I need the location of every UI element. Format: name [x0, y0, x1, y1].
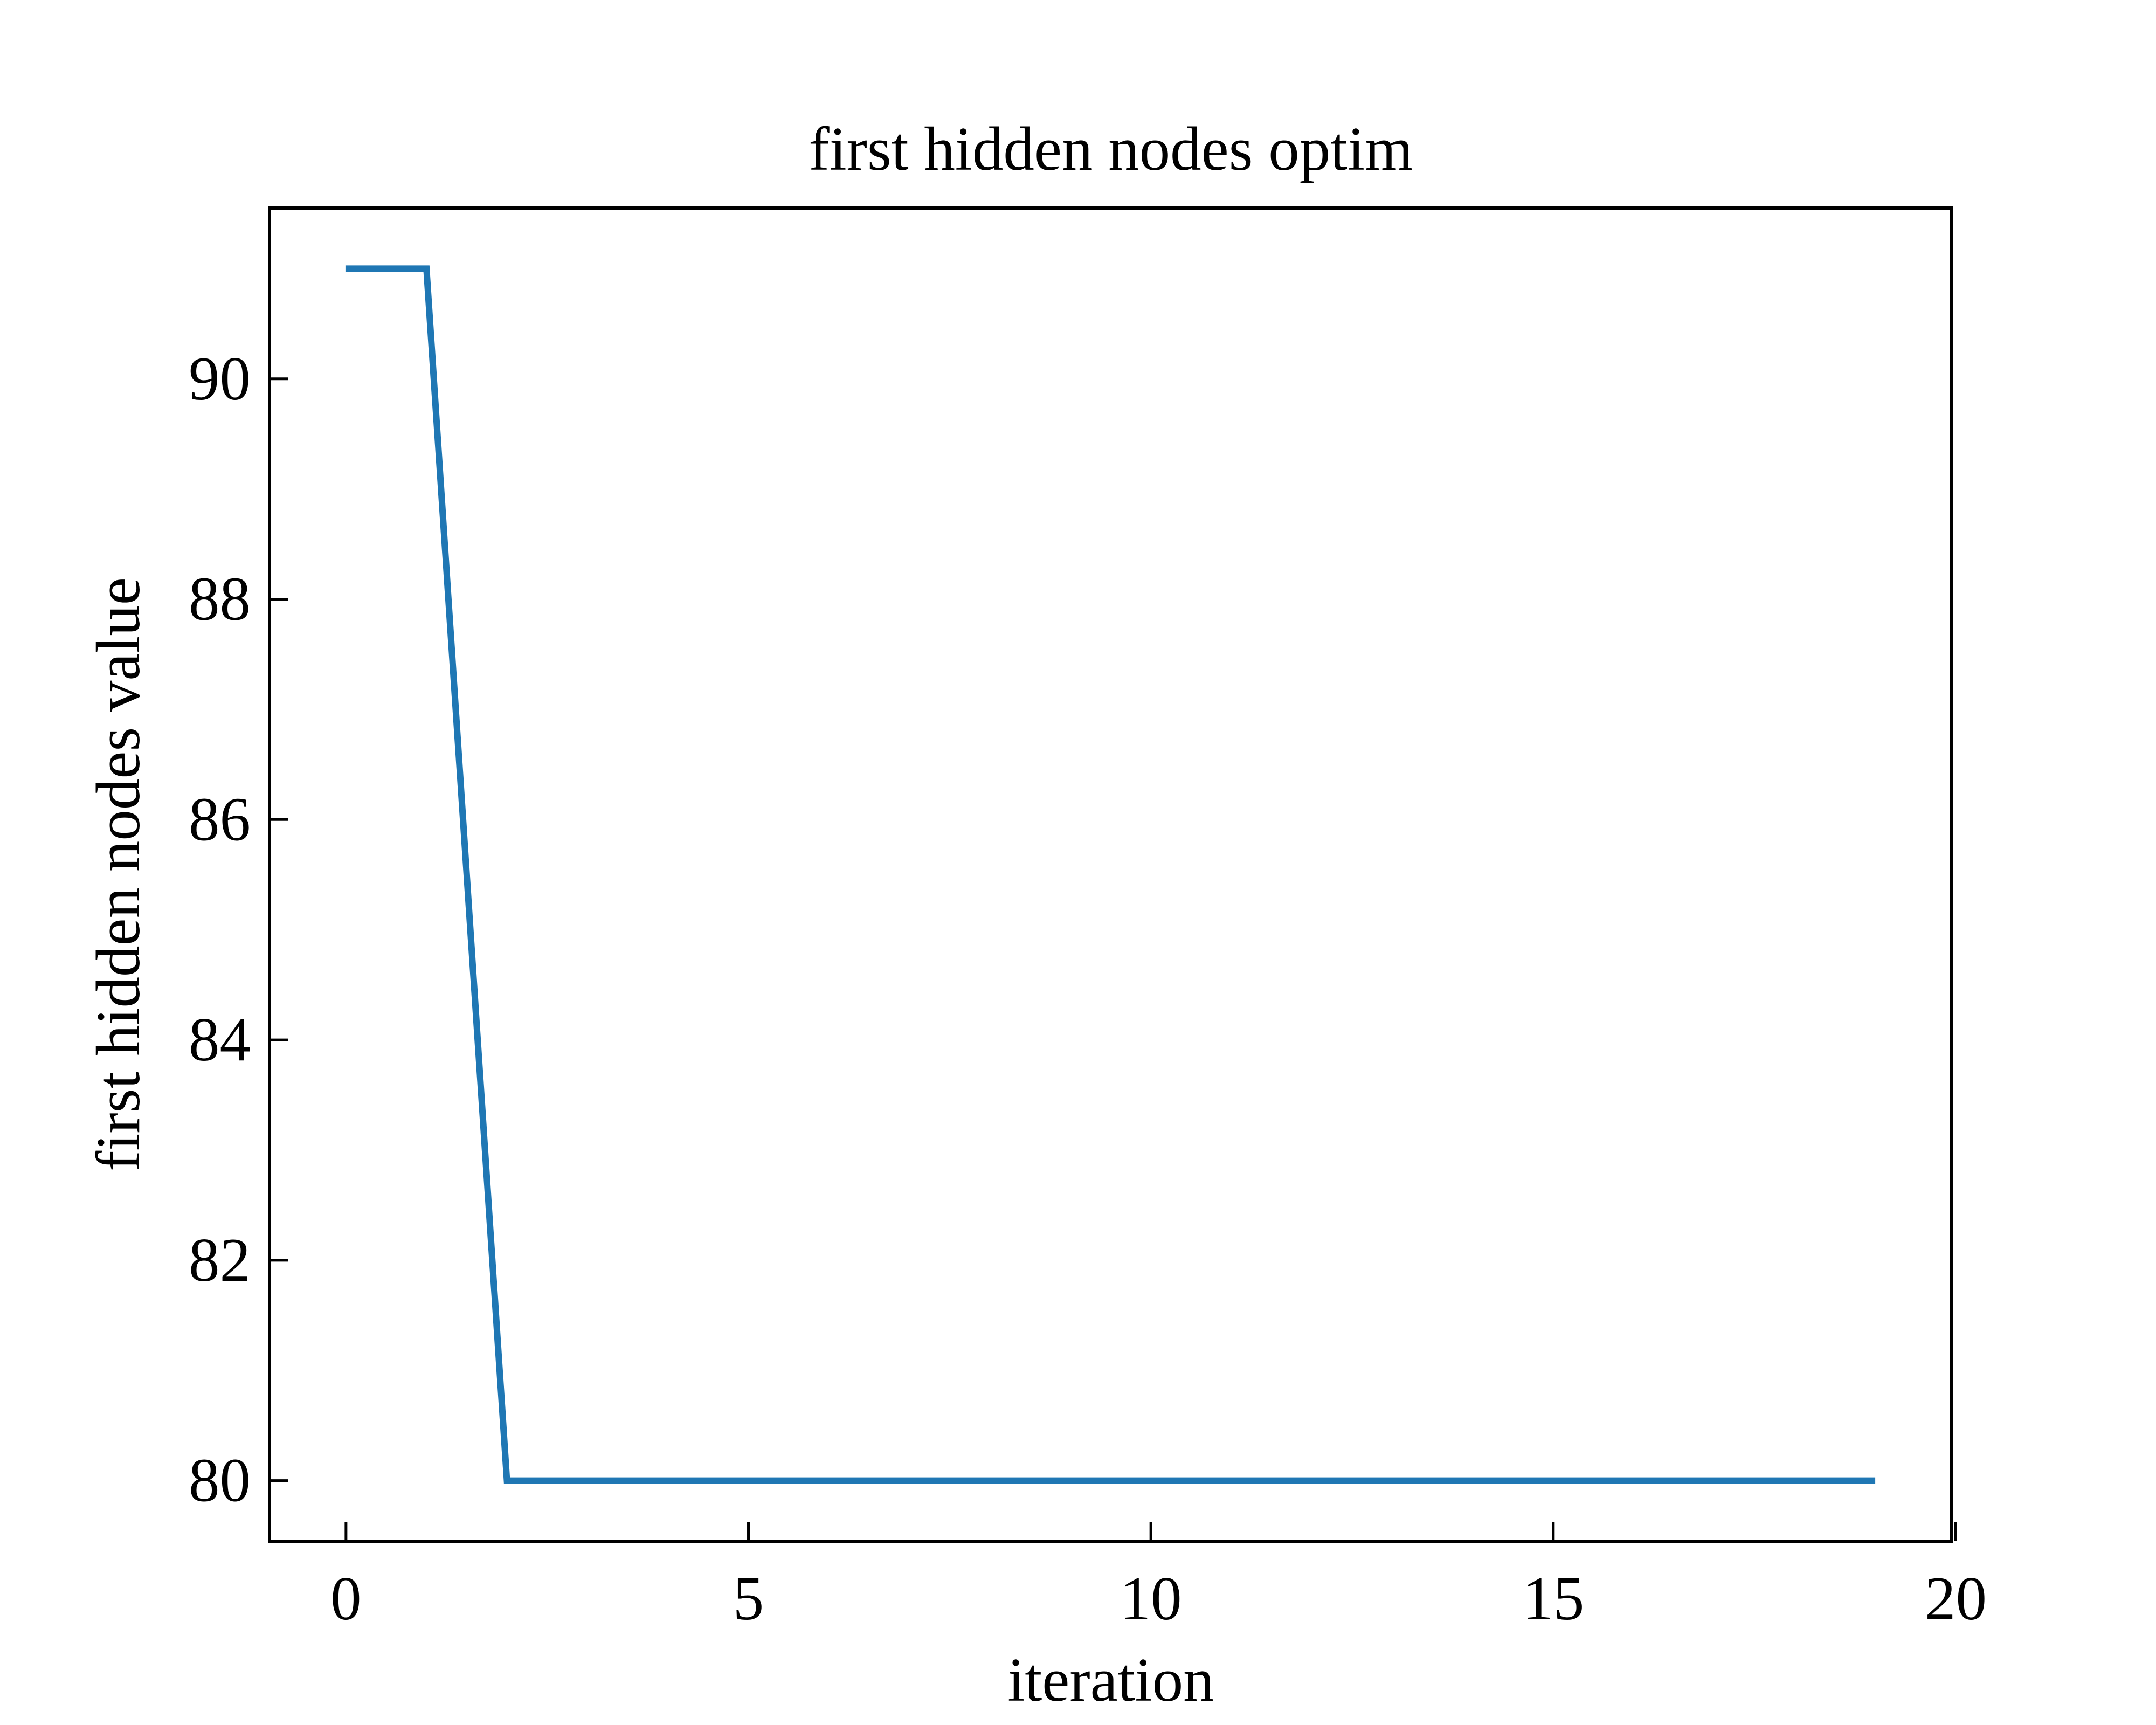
- y-tick-label: 86: [189, 785, 251, 853]
- x-tick-label: 5: [733, 1564, 764, 1633]
- y-tick-label: 84: [189, 1005, 251, 1074]
- plot-frame: [268, 206, 1953, 1543]
- x-tick-label: 0: [330, 1564, 362, 1633]
- series-line-0: [345, 265, 1876, 1484]
- y-axis: 80 82 84 86 88 90: [189, 344, 288, 1515]
- x-tick-label: 15: [1522, 1564, 1584, 1633]
- x-tick-label: 10: [1120, 1564, 1182, 1633]
- x-axis-label: iteration: [1007, 1646, 1214, 1714]
- y-tick-label: 80: [189, 1446, 251, 1515]
- y-tick-label: 82: [189, 1226, 251, 1294]
- y-tick-label: 90: [189, 344, 251, 413]
- y-tick-label: 88: [189, 565, 251, 633]
- x-axis: 0 5 10 15 20: [330, 1522, 1987, 1633]
- x-tick-label: 20: [1925, 1564, 1987, 1633]
- plot-area: [345, 265, 1876, 1484]
- chart-title: first hidden nodes optim: [808, 115, 1413, 183]
- y-axis-label: first hidden nodes value: [84, 577, 153, 1171]
